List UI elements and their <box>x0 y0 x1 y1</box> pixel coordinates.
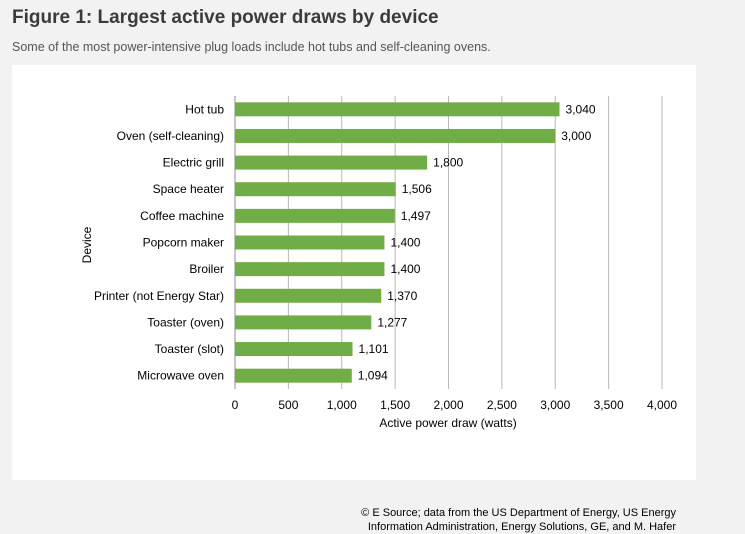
bar <box>235 368 352 383</box>
x-tick-label: 1,500 <box>380 398 410 412</box>
bar <box>235 182 396 197</box>
bar <box>235 315 372 330</box>
x-axis-title: Active power draw (watts) <box>379 416 516 430</box>
bar-chart: 0 500 1,000 1,500 2,000 2,500 3,000 3,500 4,000 H… <box>80 96 677 430</box>
bar <box>235 208 395 223</box>
category-label: Space heater <box>153 182 224 196</box>
y-axis-title: Device <box>80 226 94 263</box>
x-tick-label: 3,000 <box>540 398 570 412</box>
data-label: 1,277 <box>377 315 407 329</box>
x-tick-label: 2,000 <box>433 398 463 412</box>
gridlines <box>234 96 663 389</box>
x-tick-label: 2,500 <box>487 398 517 412</box>
bars <box>235 102 560 383</box>
data-label: 3,040 <box>566 102 596 116</box>
bar <box>235 128 556 143</box>
source-note: © E Source; data from the US Department … <box>361 506 676 534</box>
figure-title: Figure 1: Largest active power draws by … <box>12 7 439 28</box>
category-label: Printer (not Energy Star) <box>94 289 224 303</box>
data-label: 1,400 <box>390 236 420 250</box>
category-label: Oven (self-cleaning) <box>117 129 224 143</box>
category-label: Microwave oven <box>137 369 224 383</box>
category-label: Toaster (oven) <box>147 315 224 329</box>
data-label: 1,400 <box>390 262 420 276</box>
bar <box>235 235 385 250</box>
bar <box>235 342 353 357</box>
bar <box>235 288 382 303</box>
data-label: 1,101 <box>359 342 389 356</box>
data-label: 1,497 <box>401 209 431 223</box>
category-label: Electric grill <box>163 156 224 170</box>
category-label: Broiler <box>189 262 224 276</box>
category-label: Popcorn maker <box>143 236 224 250</box>
category-label: Hot tub <box>185 102 224 116</box>
bar <box>235 102 560 117</box>
data-label: 1,094 <box>358 369 388 383</box>
labels: 0 500 1,000 1,500 2,000 2,500 3,000 3,500 4,000 H… <box>94 102 677 412</box>
chart-panel: 0 500 1,000 1,500 2,000 2,500 3,000 3,500 4,000 H… <box>12 65 696 533</box>
bar <box>235 155 428 170</box>
bar <box>235 262 385 277</box>
data-label: 1,506 <box>402 182 432 196</box>
source-line-2: Information Administration, Energy Solut… <box>367 521 676 533</box>
figure-subtitle: Some of the most power-intensive plug lo… <box>12 40 491 54</box>
x-tick-label: 3,500 <box>594 398 624 412</box>
data-label: 1,800 <box>433 156 463 170</box>
x-tick-label: 0 <box>232 398 239 412</box>
category-label: Toaster (slot) <box>155 342 224 356</box>
category-label: Coffee machine <box>140 209 224 223</box>
x-tick-label: 4,000 <box>647 398 677 412</box>
data-label: 3,000 <box>561 129 591 143</box>
x-tick-label: 1,000 <box>327 398 357 412</box>
source-line-1: © E Source; data from the US Department … <box>361 507 676 519</box>
data-label: 1,370 <box>387 289 417 303</box>
x-tick-label: 500 <box>278 398 298 412</box>
